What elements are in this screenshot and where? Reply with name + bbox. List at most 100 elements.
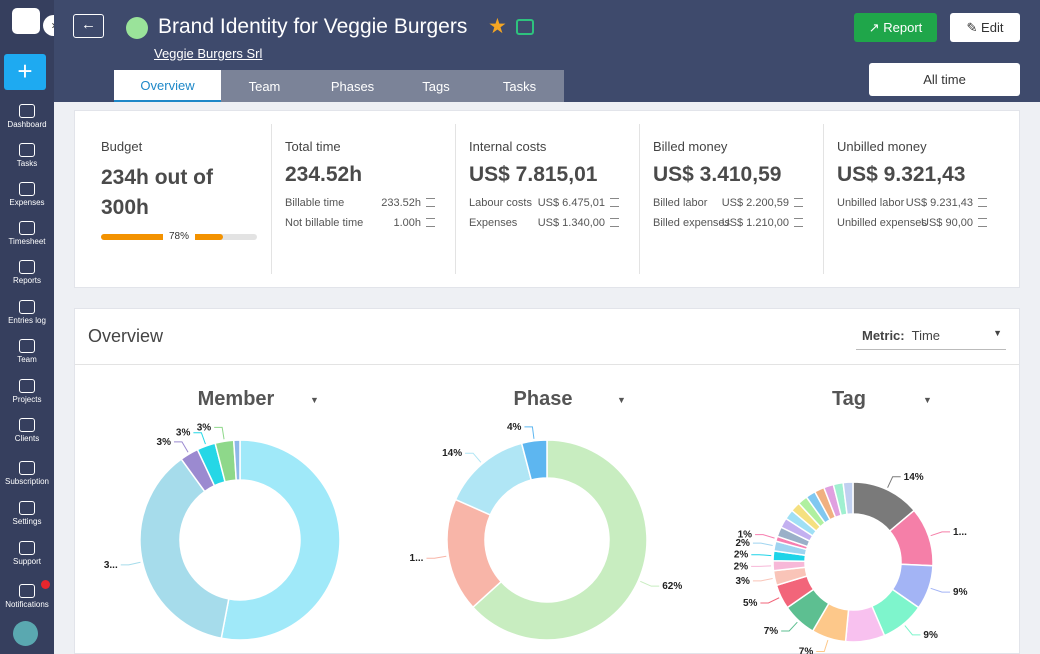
leader-line [755, 534, 775, 539]
chart-dropdown: ▼ [923, 395, 932, 405]
charts: Member ▼ 3... 3% 3% 3% Phase ▼ 62% 1... 14% 4% Tag ▼ 1… [104, 388, 968, 654]
sidebar-item[interactable]: Projects [0, 379, 54, 404]
tab[interactable]: Team [221, 70, 308, 102]
add-button[interactable]: + [4, 54, 46, 90]
leader-line [193, 432, 206, 445]
slice-label: 2% [735, 538, 750, 549]
row-value: US$ 2.200,59 [721, 197, 789, 209]
slice-label: 2% [734, 550, 749, 561]
sidebar-item[interactable]: Clients [0, 418, 54, 443]
row-icon[interactable] [610, 198, 619, 207]
leader-line [904, 625, 921, 636]
slice-label: 14% [442, 448, 462, 459]
report-button[interactable]: ↗ Report [854, 13, 937, 42]
tab[interactable]: Phases [308, 70, 397, 102]
sidebar-item[interactable]: Notifications [0, 584, 54, 609]
sidebar-icon [19, 104, 35, 118]
sidebar-item[interactable]: Subscription [0, 461, 54, 486]
project-title: Brand Identity for Veggie Burgers [158, 15, 468, 38]
leader-line [214, 426, 225, 440]
stat-row: Billable time 233.52h [285, 197, 435, 209]
status-dot [126, 17, 148, 39]
slice-label: 9% [953, 587, 968, 598]
sidebar-item[interactable]: Timesheet [0, 221, 54, 246]
sidebar-label: Expenses [9, 198, 45, 207]
sidebar-item[interactable]: Support [0, 541, 54, 566]
sidebar-item[interactable]: Entries log [0, 300, 54, 325]
leader-line [760, 597, 780, 604]
slice-label: 1% [738, 530, 753, 541]
donut-slice [454, 442, 533, 516]
row-icon[interactable] [426, 218, 435, 227]
tab[interactable]: Tags [397, 70, 475, 102]
leader-line [524, 426, 535, 439]
leader-line [752, 577, 773, 582]
leader-line [930, 587, 951, 593]
stat-label: Internal costs [469, 139, 547, 154]
stat-value: US$ 7.815,01 [469, 163, 598, 186]
budget-percent: 78% [163, 231, 196, 242]
leader-line [930, 531, 951, 537]
sidebar-icon [19, 379, 35, 393]
back-button[interactable]: ← [73, 14, 104, 38]
star-icon[interactable]: ★ [488, 15, 507, 38]
notification-badge [41, 580, 50, 589]
client-link[interactable]: Veggie Burgers Srl [154, 46, 263, 61]
leader-line [816, 639, 829, 652]
stat-label: Total time [285, 139, 341, 154]
divider [75, 364, 1019, 365]
row-icon[interactable] [794, 198, 803, 207]
period-button[interactable]: All time [869, 63, 1020, 96]
leader-line [751, 554, 772, 557]
slice-label: 3% [197, 422, 212, 433]
sidebar-label: Entries log [8, 316, 46, 325]
sidebar-item[interactable]: Reports [0, 260, 54, 285]
avatar[interactable] [13, 621, 38, 646]
leader-line [173, 441, 189, 453]
stat-value: 234.52h [285, 163, 363, 186]
donut-slice [842, 481, 854, 516]
sidebar-item[interactable]: Expenses [0, 182, 54, 207]
sidebar-label: Settings [12, 517, 42, 526]
stat-row: Billed labor US$ 2.200,59 [653, 197, 803, 209]
row-icon[interactable] [610, 218, 619, 227]
edit-button[interactable]: ✎ Edit [950, 13, 1020, 42]
leader-line [426, 555, 447, 559]
row-label: Unbilled labor [837, 197, 905, 209]
slice-label: 4% [507, 422, 522, 433]
donut-slice [220, 439, 341, 641]
chart-title: Tag [832, 388, 866, 410]
row-icon[interactable] [978, 198, 987, 207]
stat-label: Billed money [653, 139, 728, 154]
sidebar-icon [19, 541, 35, 555]
row-label: Billable time [285, 197, 345, 209]
logo[interactable] [12, 8, 40, 34]
sidebar-label: Projects [12, 395, 42, 404]
row-icon[interactable] [426, 198, 435, 207]
report-label: Report [883, 20, 923, 35]
row-label: Billed labor [653, 197, 708, 209]
sidebar-item[interactable]: Team [0, 339, 54, 364]
tab[interactable]: Overview [114, 70, 221, 102]
row-icon[interactable] [978, 218, 987, 227]
billing-icon [516, 19, 534, 35]
chart-title: Phase [514, 388, 573, 410]
sidebar: › + DashboardTasksExpensesTimesheetRepor… [0, 0, 64, 654]
leader-line [781, 621, 798, 632]
donut-slice [471, 439, 648, 641]
sidebar-item[interactable]: Tasks [0, 143, 54, 168]
metric-value: Time [911, 328, 941, 343]
sidebar-item[interactable]: Dashboard [0, 104, 54, 129]
tab[interactable]: Tasks [475, 70, 564, 102]
sidebar-icon [19, 260, 35, 274]
sidebar-label: Support [12, 557, 42, 566]
sidebar-item[interactable]: Settings [0, 501, 54, 526]
chart-dropdown: ▼ [617, 395, 626, 405]
sidebar-icon [19, 461, 35, 475]
row-icon[interactable] [794, 218, 803, 227]
metric-select[interactable]: Metric: Time ▼ [856, 324, 1006, 350]
slice-label: 7% [764, 626, 779, 637]
header: ← Brand Identity for Veggie Burgers ★ Ve… [54, 0, 1040, 102]
stat-row: Unbilled expenses US$ 90,00 [837, 217, 987, 229]
